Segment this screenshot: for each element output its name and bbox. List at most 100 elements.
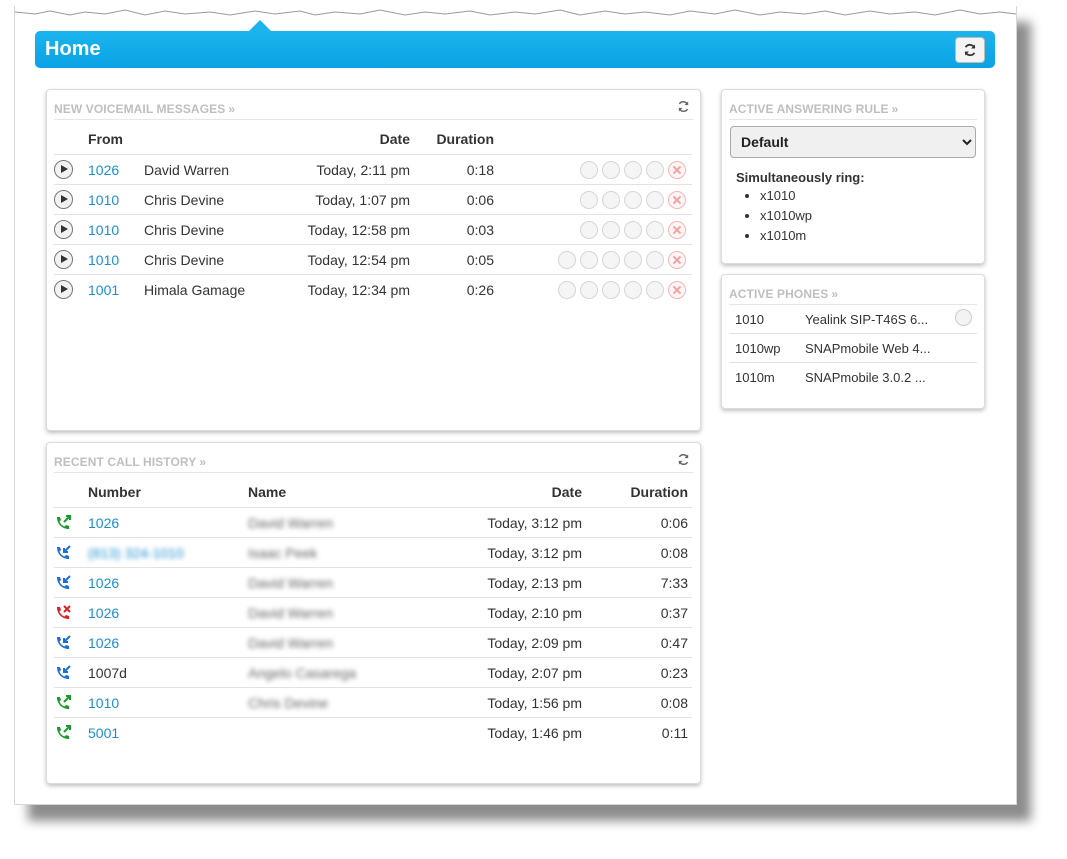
phone-icon[interactable] <box>558 250 576 269</box>
phone-icon[interactable] <box>580 160 598 179</box>
save-icon[interactable] <box>646 160 664 179</box>
phone-icon[interactable] <box>580 190 598 209</box>
answering-rule-panel-title[interactable]: ACTIVE ANSWERING RULE» <box>729 102 899 116</box>
forward-icon[interactable] <box>580 280 598 299</box>
ring-list: x1010x1010wpx1010m <box>736 186 812 246</box>
phone-icon[interactable] <box>558 280 576 299</box>
answering-rule-select[interactable]: Default <box>730 126 976 158</box>
caller-name: Himala Gamage <box>144 281 246 298</box>
call-history-row: 1026 David Warren Today, 2:13 pm 7:33 <box>54 567 692 598</box>
user-icon[interactable] <box>624 220 642 239</box>
call-date: Today, 2:13 pm <box>428 567 582 598</box>
voicemail-date: Today, 1:07 pm <box>264 184 410 215</box>
user-icon[interactable] <box>602 250 620 269</box>
forward-icon[interactable] <box>602 160 620 179</box>
delete-icon[interactable] <box>668 250 686 269</box>
delete-icon[interactable] <box>668 160 686 179</box>
call-number[interactable]: 1026 <box>88 514 120 531</box>
simultaneous-ring-label: Simultaneously ring: <box>736 170 865 185</box>
call-number[interactable]: 1026 <box>88 634 120 651</box>
col-name: Name <box>248 484 287 500</box>
phone-device: Yealink SIP-T46S 6... <box>799 305 949 334</box>
incoming-call-icon <box>57 544 71 559</box>
call-name: Angelo Casarega <box>248 664 357 681</box>
voicemail-actions <box>494 220 692 239</box>
forward-icon[interactable] <box>602 220 620 239</box>
call-history-separator <box>54 472 693 473</box>
header-refresh-button[interactable] <box>955 37 985 63</box>
call-duration: 0:11 <box>582 717 692 747</box>
voicemail-separator <box>54 119 693 120</box>
user-icon[interactable] <box>624 160 642 179</box>
voicemail-ext-link[interactable]: 1010 <box>88 251 120 268</box>
call-date: Today, 1:56 pm <box>428 687 582 718</box>
phone-icon[interactable] <box>580 220 598 239</box>
voicemail-ext-link[interactable]: 1010 <box>88 191 120 208</box>
delete-icon[interactable] <box>668 190 686 209</box>
voicemail-duration: 0:26 <box>410 274 494 304</box>
phone-row: 1010wp SNAPmobile Web 4... <box>729 333 977 363</box>
play-icon[interactable] <box>54 250 73 269</box>
call-date: Today, 2:07 pm <box>428 657 582 688</box>
refresh-icon <box>678 100 689 113</box>
voicemail-ext-link[interactable]: 1010 <box>88 221 120 238</box>
forward-icon[interactable] <box>580 250 598 269</box>
document-icon[interactable] <box>624 280 642 299</box>
voicemail-actions <box>494 280 692 299</box>
play-icon[interactable] <box>54 190 73 209</box>
voicemail-duration: 0:03 <box>410 214 494 245</box>
call-duration: 7:33 <box>582 567 692 598</box>
call-number: 1007d <box>88 664 127 681</box>
call-number[interactable]: 1010 <box>88 694 120 711</box>
active-phones-panel-title[interactable]: ACTIVE PHONES» <box>729 287 839 301</box>
voicemail-panel-title[interactable]: NEW VOICEMAIL MESSAGES» <box>54 102 236 116</box>
answering-rule-panel: ACTIVE ANSWERING RULE» Default Simultane… <box>721 89 985 264</box>
caller-name: David Warren <box>144 161 230 178</box>
save-icon[interactable] <box>646 220 664 239</box>
page-header: Home <box>35 20 995 68</box>
voicemail-ext-link[interactable]: 1001 <box>88 281 120 298</box>
call-history-row: 1026 David Warren Today, 2:09 pm 0:47 <box>54 627 692 658</box>
voicemail-ext-link[interactable]: 1026 <box>88 161 120 178</box>
ring-target: x1010 <box>760 186 812 206</box>
play-icon[interactable] <box>54 220 73 239</box>
col-number: Number <box>88 484 141 500</box>
call-number[interactable]: 1026 <box>88 574 120 591</box>
delete-icon[interactable] <box>668 220 686 239</box>
delete-icon[interactable] <box>668 280 686 299</box>
phone-row: 1010 Yealink SIP-T46S 6... <box>729 305 977 334</box>
call-date: Today, 3:12 pm <box>428 507 582 538</box>
voicemail-date: Today, 2:11 pm <box>264 154 410 185</box>
caller-name: Chris Devine <box>144 251 225 268</box>
save-icon[interactable] <box>646 250 664 269</box>
play-icon[interactable] <box>54 280 73 299</box>
call-history-row: (813) 324-1010 Isaac Peek Today, 3:12 pm 0:… <box>54 537 692 568</box>
voicemail-refresh-button[interactable] <box>677 100 690 116</box>
voicemail-duration: 0:06 <box>410 184 494 215</box>
forward-icon[interactable] <box>602 190 620 209</box>
outgoing-call-icon <box>57 694 71 709</box>
col-date: Date <box>379 131 410 147</box>
header-notch <box>248 20 272 32</box>
ring-target: x1010wp <box>760 206 812 226</box>
call-history-refresh-button[interactable] <box>677 453 690 469</box>
call-number[interactable]: 5001 <box>88 724 120 741</box>
play-icon[interactable] <box>54 160 73 179</box>
phones-table: 1010 Yealink SIP-T46S 6... 1010wp SNAPmobil… <box>729 305 977 391</box>
call-duration: 0:47 <box>582 627 692 658</box>
document-icon[interactable] <box>624 250 642 269</box>
user-icon[interactable] <box>602 280 620 299</box>
call-number[interactable]: 1026 <box>88 604 120 621</box>
call-date: Today, 2:09 pm <box>428 627 582 658</box>
incoming-call-icon <box>57 574 71 589</box>
call-number[interactable]: (813) 324-1010 <box>88 544 184 561</box>
gear-icon[interactable] <box>955 309 972 326</box>
active-phones-panel: ACTIVE PHONES» 1010 Yealink SIP-T46S 6...… <box>721 274 985 409</box>
voicemail-row: 1010 Chris Devine Today, 1:07 pm 0:06 <box>54 184 692 215</box>
call-history-panel-title[interactable]: RECENT CALL HISTORY» <box>54 455 207 469</box>
user-icon[interactable] <box>624 190 642 209</box>
call-date: Today, 3:12 pm <box>428 537 582 568</box>
call-date: Today, 1:46 pm <box>428 717 582 747</box>
save-icon[interactable] <box>646 280 664 299</box>
save-icon[interactable] <box>646 190 664 209</box>
